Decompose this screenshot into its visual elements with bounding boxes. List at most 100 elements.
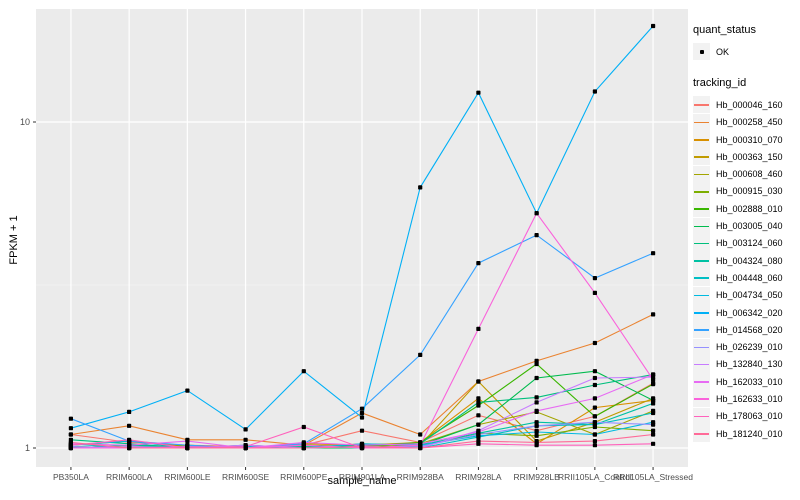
data-point bbox=[592, 432, 597, 437]
legend-item-label: Hb_003124_060 bbox=[716, 238, 783, 249]
line-swatch-icon bbox=[693, 96, 710, 114]
data-point bbox=[127, 423, 132, 428]
data-point bbox=[301, 445, 306, 451]
legend-item-label: Hb_003005_040 bbox=[716, 221, 783, 232]
data-point bbox=[185, 388, 190, 393]
line-swatch-icon bbox=[693, 234, 710, 252]
data-point bbox=[243, 437, 248, 442]
legend-item-label: Hb_026239_010 bbox=[716, 342, 783, 353]
line-swatch-icon bbox=[693, 269, 710, 287]
legend-item-label: Hb_004734_050 bbox=[716, 290, 783, 301]
data-point bbox=[359, 406, 365, 411]
data-point bbox=[592, 414, 597, 419]
data-point bbox=[534, 361, 539, 367]
line-swatch-icon bbox=[693, 113, 710, 131]
x-tick-label: RRIM600LA bbox=[105, 472, 153, 482]
data-point bbox=[185, 439, 190, 444]
data-point bbox=[651, 23, 656, 29]
legend-item-label: Hb_000608_460 bbox=[716, 169, 783, 180]
line-swatch-icon bbox=[693, 407, 710, 425]
data-point bbox=[476, 379, 481, 384]
data-point bbox=[127, 409, 132, 414]
line-swatch-icon bbox=[693, 182, 710, 200]
legend-title-quant-status: quant_status bbox=[693, 24, 756, 36]
legend-item-Hb_002888_010: Hb_002888_010 bbox=[693, 200, 799, 218]
data-point bbox=[476, 413, 481, 418]
data-point bbox=[534, 423, 539, 428]
x-tick-label: RRIM901LA bbox=[338, 472, 386, 482]
legend-item-label: Hb_000310_070 bbox=[716, 134, 783, 145]
data-point bbox=[68, 416, 73, 421]
data-point bbox=[418, 432, 423, 437]
data-point bbox=[651, 312, 656, 317]
data-point bbox=[651, 441, 656, 446]
x-tick-label: RRIM928LB bbox=[513, 472, 560, 482]
data-point bbox=[592, 340, 597, 346]
legend: quant_status OK tracking_id Hb_000046_16… bbox=[693, 24, 799, 443]
legend-title-tracking-id: tracking_id bbox=[693, 77, 747, 90]
legend-item-Hb_132840_130: Hb_132840_130 bbox=[693, 355, 799, 373]
line-swatch-icon bbox=[693, 131, 710, 149]
data-point bbox=[476, 422, 481, 427]
data-point bbox=[651, 251, 656, 256]
data-point bbox=[592, 443, 597, 448]
data-point bbox=[534, 433, 539, 438]
data-point bbox=[592, 375, 597, 381]
legend-item-Hb_026239_010: Hb_026239_010 bbox=[693, 338, 799, 356]
legend-item-label: Hb_004324_080 bbox=[716, 255, 783, 266]
legend-item-Hb_178063_010: Hb_178063_010 bbox=[693, 407, 799, 425]
data-point bbox=[651, 372, 656, 377]
y-tick-label: 10 bbox=[19, 116, 30, 127]
legend-item-Hb_014568_020: Hb_014568_020 bbox=[693, 321, 799, 339]
data-point bbox=[476, 261, 481, 266]
legend-item-label: Hb_004448_060 bbox=[716, 272, 783, 283]
line-swatch-icon bbox=[693, 200, 710, 218]
legend-item-Hb_162033_010: Hb_162033_010 bbox=[693, 373, 799, 391]
data-point bbox=[592, 439, 597, 444]
line-swatch-icon bbox=[693, 304, 710, 321]
legend-item-Hb_000258_450: Hb_000258_450 bbox=[693, 113, 799, 131]
line-swatch-icon bbox=[693, 321, 710, 339]
legend-item-Hb_000310_070: Hb_000310_070 bbox=[693, 131, 799, 149]
data-point bbox=[534, 440, 539, 445]
line-swatch-icon bbox=[693, 338, 710, 356]
legend-item-label: OK bbox=[716, 46, 730, 57]
x-tick-label: RRII105LA_Stressed bbox=[613, 472, 693, 482]
data-point bbox=[359, 415, 365, 420]
x-tick-label: RRIM928LA bbox=[455, 472, 502, 482]
data-point bbox=[592, 89, 597, 94]
data-point bbox=[243, 445, 248, 451]
data-point bbox=[359, 444, 365, 449]
data-point bbox=[651, 428, 656, 433]
legend-item-label: Hb_181240_010 bbox=[716, 428, 783, 439]
legend-tracking-id-items: Hb_000046_160 Hb_000258_450 Hb_000310_070 H… bbox=[693, 96, 799, 443]
data-point bbox=[127, 445, 132, 451]
legend-item-Hb_181240_010: Hb_181240_010 bbox=[693, 425, 799, 443]
data-point bbox=[185, 445, 190, 451]
line-swatch-icon bbox=[693, 425, 710, 443]
data-point bbox=[418, 445, 423, 451]
data-point bbox=[418, 352, 423, 357]
line-swatch-icon bbox=[693, 390, 710, 408]
data-point bbox=[592, 369, 597, 374]
legend-item-Hb_004734_050: Hb_004734_050 bbox=[693, 286, 799, 304]
line-swatch-icon bbox=[693, 373, 710, 391]
data-point bbox=[651, 401, 656, 406]
x-tick-label: PB350LA bbox=[52, 472, 89, 482]
data-point bbox=[476, 90, 481, 95]
y-tick-label: 1 bbox=[24, 442, 30, 453]
data-point bbox=[418, 185, 423, 190]
data-point bbox=[651, 382, 656, 387]
legend-item-Hb_003124_060: Hb_003124_060 bbox=[693, 234, 799, 252]
data-point bbox=[592, 405, 597, 410]
x-tick-label: RRIM600SE bbox=[221, 472, 270, 482]
data-point bbox=[476, 439, 481, 444]
data-point bbox=[651, 377, 656, 382]
line-swatch-icon bbox=[693, 252, 710, 270]
x-tick-label: RRIM928BA bbox=[396, 472, 444, 482]
data-point bbox=[534, 420, 539, 425]
legend-item-Hb_004324_080: Hb_004324_080 bbox=[693, 252, 799, 270]
line-swatch-icon bbox=[693, 355, 710, 373]
legend-item-Hb_006342_020: Hb_006342_020 bbox=[693, 304, 799, 321]
